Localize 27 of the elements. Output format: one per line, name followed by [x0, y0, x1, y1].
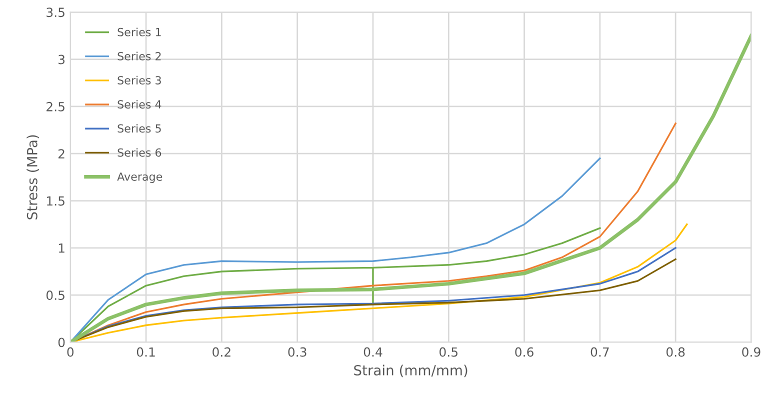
legend-label: Series 1	[118, 28, 161, 36]
x-tick-label: 0.6	[515, 347, 534, 357]
y-tick-label: 2	[58, 149, 64, 158]
y-tick-label: 2.5	[46, 102, 64, 112]
x-tick-label: 0.5	[440, 347, 458, 357]
legend-label: Series 5	[118, 124, 161, 133]
x-axis-title: Strain (mm/mm)	[354, 364, 468, 378]
y-tick-label: 1.5	[47, 196, 64, 206]
legend-label: Average	[117, 172, 162, 183]
x-tick-label: 0.1	[136, 347, 155, 357]
x-tick-label: 0.9	[742, 347, 760, 357]
x-tick-label: 0.2	[212, 347, 230, 357]
x-tick-label: 0.8	[666, 347, 685, 357]
y-tick-label: 0.5	[46, 290, 64, 300]
y-tick-label: 1	[58, 244, 64, 253]
y-tick-label: 3.5	[46, 8, 64, 18]
y-tick-label: 3	[58, 54, 65, 64]
x-tick-label: 0.3	[288, 347, 306, 357]
y-tick-label: 0	[58, 338, 65, 348]
x-tick-label: 0.4	[364, 347, 382, 357]
legend-label: Series 3	[118, 76, 161, 84]
y-axis-title: Stress (MPa)	[26, 135, 40, 220]
legend-label: Series 6	[118, 148, 162, 157]
legend-label: Series 2	[118, 52, 161, 60]
legend-label: Series 4	[118, 100, 162, 109]
x-tick-label: 0	[67, 347, 74, 357]
x-tick-label: 0.7	[590, 347, 609, 357]
